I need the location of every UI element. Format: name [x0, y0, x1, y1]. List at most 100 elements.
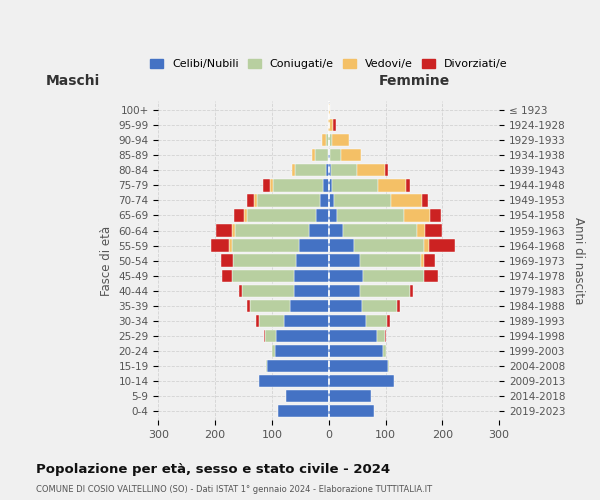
Bar — [299, 240, 329, 252]
Bar — [377, 330, 385, 342]
Bar — [360, 254, 421, 267]
Bar — [315, 149, 328, 162]
Bar — [329, 149, 330, 162]
Bar — [268, 360, 329, 372]
Bar — [278, 405, 329, 417]
Bar — [312, 149, 315, 162]
Bar — [425, 224, 442, 236]
Bar — [329, 210, 337, 222]
Bar — [329, 224, 343, 236]
Bar — [332, 179, 377, 192]
Bar — [329, 240, 354, 252]
Bar — [388, 360, 389, 372]
Y-axis label: Fasce di età: Fasce di età — [100, 226, 113, 296]
Bar — [334, 194, 391, 206]
Bar — [424, 254, 436, 267]
Bar — [363, 270, 424, 282]
Bar — [275, 345, 329, 357]
Bar — [365, 314, 387, 327]
Bar — [397, 300, 400, 312]
Bar — [330, 149, 341, 162]
Bar — [232, 224, 235, 236]
Bar — [329, 179, 332, 192]
Y-axis label: Anni di nascita: Anni di nascita — [572, 217, 585, 304]
Bar — [341, 149, 361, 162]
Bar — [329, 314, 365, 327]
Bar — [247, 300, 250, 312]
Bar — [356, 164, 385, 176]
Bar — [293, 270, 329, 282]
Bar — [242, 284, 293, 297]
Bar — [329, 360, 388, 372]
Bar — [332, 134, 349, 146]
Bar — [410, 284, 413, 297]
Bar — [329, 104, 330, 117]
Bar — [333, 119, 336, 132]
Bar — [247, 210, 316, 222]
Bar — [326, 164, 329, 176]
Bar — [329, 345, 383, 357]
Bar — [417, 224, 425, 236]
Bar — [404, 210, 430, 222]
Text: Popolazione per età, sesso e stato civile - 2024: Popolazione per età, sesso e stato civil… — [36, 462, 390, 475]
Bar — [257, 194, 320, 206]
Bar — [328, 119, 329, 132]
Bar — [421, 254, 424, 267]
Bar — [362, 300, 397, 312]
Text: Femmine: Femmine — [378, 74, 449, 88]
Bar — [383, 345, 386, 357]
Bar — [284, 314, 329, 327]
Bar — [264, 330, 265, 342]
Bar — [377, 179, 406, 192]
Bar — [234, 210, 244, 222]
Bar — [244, 210, 247, 222]
Bar — [250, 300, 290, 312]
Bar — [329, 164, 331, 176]
Bar — [211, 240, 229, 252]
Bar — [296, 254, 329, 267]
Bar — [272, 345, 275, 357]
Bar — [323, 179, 329, 192]
Bar — [233, 254, 296, 267]
Bar — [329, 375, 394, 388]
Bar — [329, 390, 371, 402]
Bar — [256, 314, 259, 327]
Bar — [259, 375, 329, 388]
Bar — [270, 179, 273, 192]
Bar — [424, 240, 429, 252]
Bar — [337, 210, 404, 222]
Bar — [329, 284, 360, 297]
Bar — [229, 240, 232, 252]
Bar — [273, 179, 323, 192]
Bar — [385, 330, 386, 342]
Bar — [293, 284, 329, 297]
Bar — [320, 194, 329, 206]
Bar — [329, 405, 374, 417]
Bar — [422, 194, 428, 206]
Bar — [254, 194, 257, 206]
Bar — [265, 330, 277, 342]
Bar — [329, 194, 334, 206]
Bar — [232, 270, 293, 282]
Bar — [329, 119, 333, 132]
Bar — [329, 300, 362, 312]
Bar — [222, 270, 232, 282]
Bar — [429, 240, 455, 252]
Legend: Celibi/Nubili, Coniugati/e, Vedovi/e, Divorziati/e: Celibi/Nubili, Coniugati/e, Vedovi/e, Di… — [146, 56, 511, 72]
Bar — [292, 164, 295, 176]
Bar — [329, 330, 377, 342]
Bar — [216, 224, 232, 236]
Bar — [331, 164, 356, 176]
Text: Maschi: Maschi — [46, 74, 100, 88]
Bar — [295, 164, 326, 176]
Bar — [239, 284, 242, 297]
Bar — [424, 270, 439, 282]
Bar — [263, 179, 270, 192]
Bar — [277, 330, 329, 342]
Bar — [326, 134, 329, 146]
Bar — [354, 240, 424, 252]
Bar — [259, 314, 284, 327]
Text: COMUNE DI COSIO VALTELLINO (SO) - Dati ISTAT 1° gennaio 2024 - Elaborazione TUTT: COMUNE DI COSIO VALTELLINO (SO) - Dati I… — [36, 486, 432, 494]
Bar — [406, 179, 410, 192]
Bar — [266, 360, 268, 372]
